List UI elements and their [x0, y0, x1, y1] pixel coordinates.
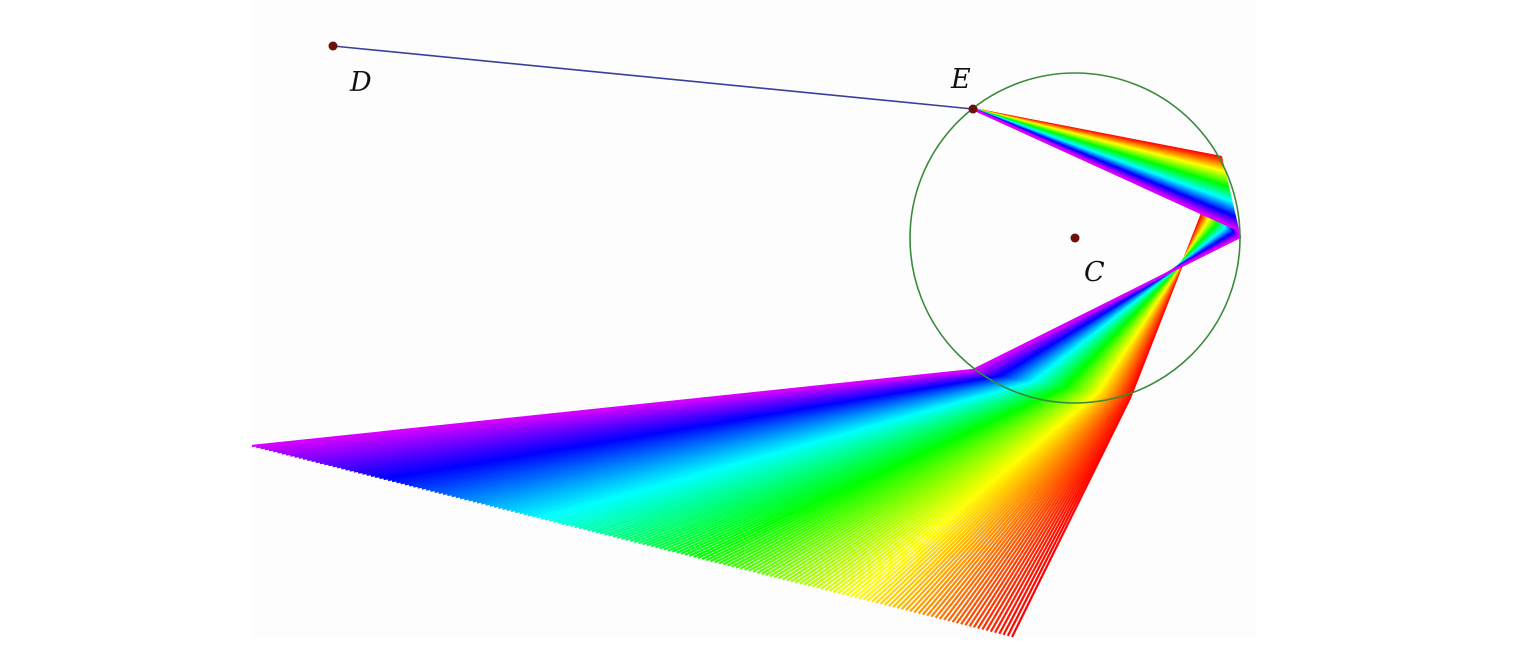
dispersed-rays — [251, 107, 1242, 638]
incoming-ray-DE — [332, 45, 974, 110]
label-E: E — [950, 64, 971, 95]
point-C — [1070, 233, 1080, 243]
point-E — [968, 104, 978, 114]
label-D: D — [349, 67, 372, 98]
label-C: C — [1084, 257, 1105, 288]
water-droplet-circle — [909, 72, 1241, 404]
point-D — [328, 41, 338, 51]
